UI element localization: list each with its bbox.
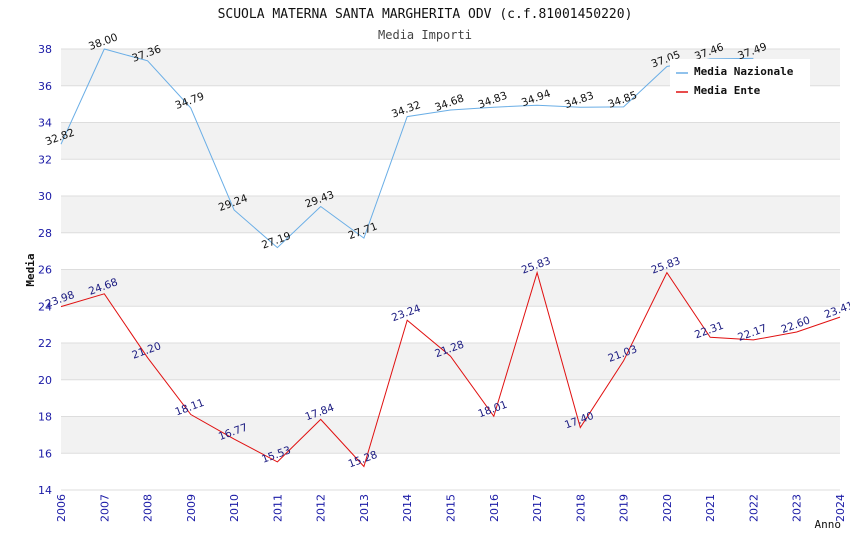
x-tick-label: 2009 [185, 494, 198, 522]
y-tick-label: 14 [38, 484, 52, 497]
x-tick-label: 2007 [98, 494, 111, 522]
y-tick-label: 38 [38, 43, 52, 56]
x-tick-label: 2006 [55, 494, 68, 522]
series-lines [60, 48, 841, 468]
x-axis-label: Anno [815, 518, 842, 531]
grid-band [61, 122, 840, 160]
y-tick-label: 20 [38, 374, 52, 387]
y-tick-label: 22 [38, 337, 52, 350]
y-tick-label: 16 [38, 447, 52, 460]
legend-box [670, 59, 810, 101]
y-tick-labels: 14 16 18 20 22 24 26 28 30 32 34 36 38 [38, 43, 52, 497]
x-tick-label: 2011 [271, 494, 284, 522]
grid-band [61, 306, 840, 343]
y-tick-label: 30 [38, 190, 52, 203]
legend-label-media-ente: Media Ente [694, 84, 761, 97]
x-tick-label: 2012 [315, 494, 328, 522]
x-tick-label: 2010 [228, 494, 241, 522]
grid-band [61, 416, 840, 454]
chart-title: SCUOLA MATERNA SANTA MARGHERITA ODV (c.f… [218, 7, 633, 22]
grid-band [61, 343, 840, 380]
x-tick-label: 2014 [401, 494, 414, 522]
legend-label-media-nazionale: Media Nazionale [694, 65, 794, 78]
x-tick-label: 2017 [531, 494, 544, 522]
y-tick-label: 34 [38, 117, 52, 130]
series-line-0 [60, 48, 754, 249]
grid-band [61, 232, 840, 270]
y-tick-label: 32 [38, 153, 52, 166]
y-tick-label: 28 [38, 227, 52, 240]
grid-band [61, 196, 840, 233]
x-tick-label: 2021 [704, 494, 717, 522]
grid-band [61, 379, 840, 417]
x-tick-labels: 2006 2007 2008 2009 2010 2011 2012 2013 2014 2015… [55, 494, 847, 522]
background-bands [61, 49, 840, 490]
x-tick-label: 2008 [142, 494, 155, 522]
y-tick-label: 36 [38, 80, 52, 93]
y-tick-label: 24 [38, 300, 52, 313]
chart-subtitle: Media Importi [378, 28, 472, 42]
y-tick-label: 26 [38, 264, 52, 277]
x-tick-label: 2019 [618, 494, 631, 522]
x-tick-label: 2020 [661, 494, 674, 522]
x-tick-label: 2013 [358, 494, 371, 522]
x-tick-label: 2016 [488, 494, 501, 522]
x-tick-label: 2015 [445, 494, 458, 522]
x-tick-label: 2023 [791, 494, 804, 522]
legend: Media Nazionale Media Ente [670, 59, 810, 101]
x-tick-label: 2018 [574, 494, 587, 522]
y-tick-label: 18 [38, 411, 52, 424]
grid-band [61, 159, 840, 196]
x-tick-label: 2022 [747, 494, 760, 522]
grid-lines [61, 48, 840, 491]
x-tick-label: 2024 [834, 494, 847, 522]
grid-band [61, 453, 840, 490]
series-line-1 [60, 270, 841, 468]
grid-band [61, 269, 840, 307]
y-axis-label: Media [24, 253, 37, 286]
